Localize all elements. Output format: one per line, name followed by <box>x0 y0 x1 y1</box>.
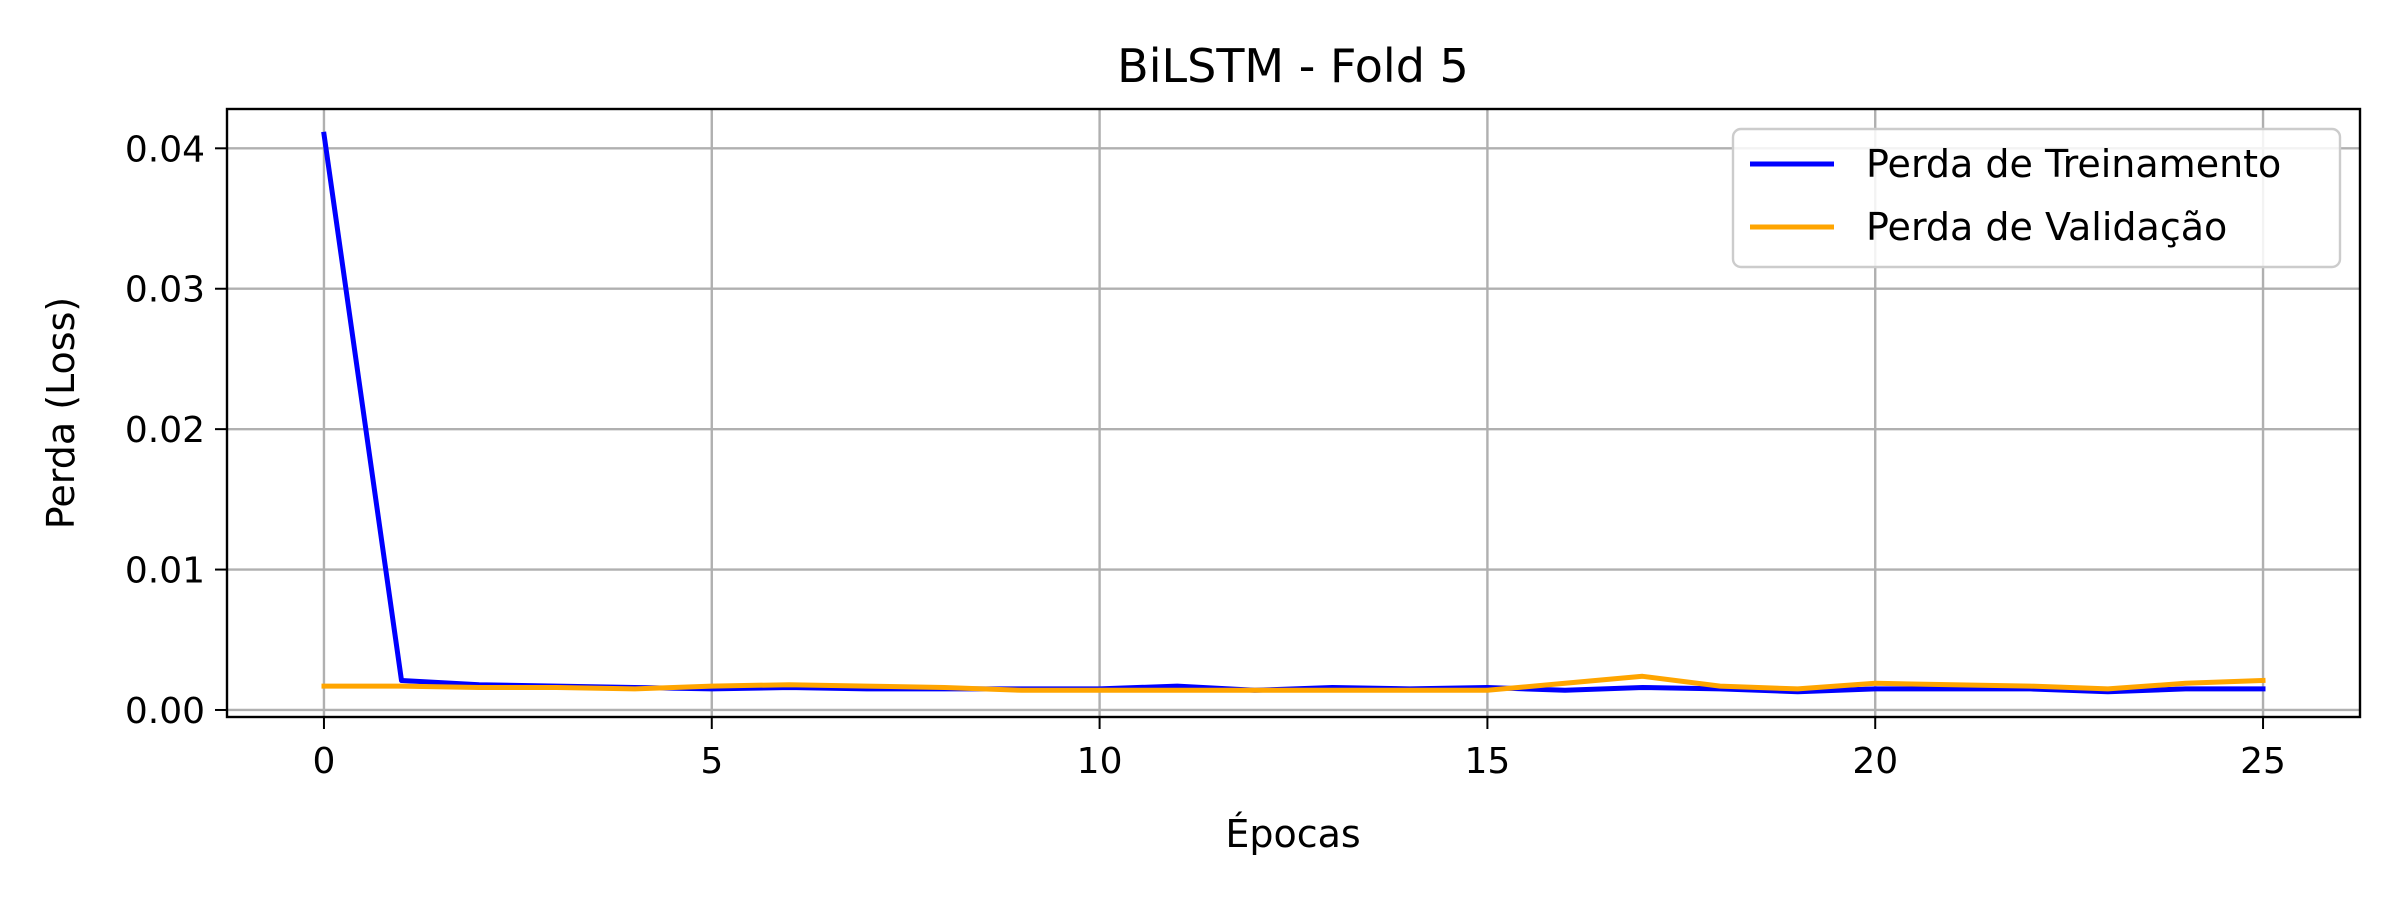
legend: Perda de Treinamento Perda de Validação <box>1731 127 2342 269</box>
series-lines <box>321 131 2266 695</box>
y-tick-label: 0.04 <box>125 129 205 170</box>
y-tick-label: 0.02 <box>125 410 205 451</box>
x-tick-label: 25 <box>2240 741 2286 782</box>
y-tick-label: 0.01 <box>125 551 205 592</box>
legend-label-training: Perda de Treinamento <box>1866 142 2281 186</box>
x-tick-label: 10 <box>1077 741 1123 782</box>
plot-frame <box>225 107 2362 719</box>
x-tick-label: 5 <box>700 741 723 782</box>
x-axis-label: Épocas <box>1225 812 1360 856</box>
legend-box <box>1731 127 2342 269</box>
validation-loss-line <box>321 673 2266 693</box>
x-tick-label: 15 <box>1465 741 1511 782</box>
y-tick-label: 0.00 <box>125 691 205 732</box>
chart-title: BiLSTM - Fold 5 <box>1117 39 1469 93</box>
y-axis-ticks: 0.00 0.01 0.02 0.03 0.04 <box>125 129 227 732</box>
x-tick-label: 20 <box>1852 741 1898 782</box>
y-tick-label: 0.03 <box>125 270 205 311</box>
y-axis-label: Perda (Loss) <box>39 297 83 529</box>
x-axis-ticks: 0 5 10 15 20 25 <box>313 717 2286 782</box>
x-tick-label: 0 <box>313 741 336 782</box>
legend-label-validation: Perda de Validação <box>1866 205 2227 249</box>
